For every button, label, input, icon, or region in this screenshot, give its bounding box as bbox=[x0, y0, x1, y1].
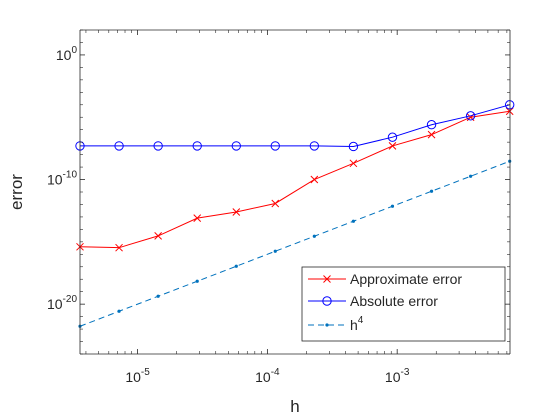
legend-label-h4-base: h bbox=[350, 317, 358, 333]
data-point-h4 bbox=[273, 249, 277, 253]
series-layer bbox=[75, 100, 515, 328]
legend-entry-h4: h4 bbox=[308, 315, 364, 333]
x-tick-label-exponent: -4 bbox=[271, 367, 280, 378]
data-point-approximate-error bbox=[388, 142, 397, 150]
data-point-approximate-error bbox=[115, 243, 123, 252]
x-tick-label: 10-4 bbox=[255, 367, 280, 385]
x-tick-label-base: 10 bbox=[125, 369, 141, 385]
series-approximate-error bbox=[76, 107, 514, 252]
data-point-absolute-error bbox=[114, 141, 124, 151]
legend-marker-h4 bbox=[325, 323, 329, 327]
x-tick-label: 10-5 bbox=[125, 367, 150, 385]
series-line-h4 bbox=[79, 160, 510, 327]
data-point-absolute-error bbox=[309, 141, 320, 151]
x-tick-label-exponent: -3 bbox=[401, 367, 410, 378]
data-point-approximate-error bbox=[271, 199, 280, 208]
data-point-h4 bbox=[351, 219, 356, 223]
data-point-approximate-error bbox=[310, 175, 319, 184]
y-axis-label: error bbox=[7, 174, 26, 210]
data-point-approximate-error bbox=[349, 159, 358, 168]
data-point-approximate-error bbox=[232, 208, 241, 216]
data-point-absolute-error bbox=[426, 120, 437, 130]
data-point-absolute-error bbox=[153, 141, 163, 151]
y-tick-label-base: 10 bbox=[56, 47, 72, 63]
x-tick-label-exponent: -5 bbox=[141, 367, 150, 378]
x-tick-label-base: 10 bbox=[255, 369, 271, 385]
data-point-absolute-error bbox=[387, 132, 398, 142]
legend-label-h4-exponent: 4 bbox=[358, 315, 364, 326]
data-point-absolute-error bbox=[270, 141, 280, 151]
legend-label-absolute-error: Absolute error bbox=[350, 293, 438, 309]
legend-label-h4: h4 bbox=[350, 315, 364, 333]
data-point-h4 bbox=[312, 234, 316, 238]
x-axis-label: h bbox=[290, 397, 299, 416]
y-tick-label-base: 10 bbox=[47, 172, 63, 188]
legend-label-approximate-error: Approximate error bbox=[350, 271, 462, 287]
data-point-absolute-error bbox=[231, 141, 241, 151]
data-point-absolute-error bbox=[348, 141, 359, 152]
data-point-h4 bbox=[117, 309, 121, 313]
axes-layer bbox=[79, 29, 511, 355]
y-tick-label: 100 bbox=[56, 45, 78, 63]
legend-marker-absolute-error bbox=[322, 296, 332, 306]
data-point-approximate-error bbox=[193, 214, 202, 222]
data-point-h4 bbox=[156, 294, 160, 298]
data-point-absolute-error bbox=[192, 141, 202, 151]
y-tick-label-exponent: -20 bbox=[63, 294, 78, 305]
y-tick-label-base: 10 bbox=[47, 296, 63, 312]
data-point-absolute-error bbox=[465, 111, 476, 121]
y-tick-label: 10-20 bbox=[47, 294, 77, 312]
data-point-h4 bbox=[429, 189, 434, 193]
legend: Approximate error Absolute error h4 bbox=[301, 266, 506, 342]
series-line-absolute-error bbox=[80, 104, 510, 147]
data-point-h4 bbox=[390, 204, 395, 208]
legend-marker-approximate-error bbox=[323, 275, 331, 283]
y-tick-label-exponent: -10 bbox=[63, 170, 78, 181]
y-tick-label: 10-10 bbox=[47, 170, 77, 188]
data-point-h4 bbox=[195, 279, 199, 283]
data-point-h4 bbox=[469, 174, 473, 178]
data-point-approximate-error bbox=[154, 232, 162, 240]
series-line-approximate-error bbox=[79, 110, 510, 249]
x-tick-label: 10-3 bbox=[385, 367, 410, 385]
y-tick-label-exponent: 0 bbox=[71, 45, 77, 56]
legend-entry-absolute-error: Absolute error bbox=[308, 293, 438, 309]
legend-entry-approximate-error: Approximate error bbox=[308, 271, 462, 287]
data-point-h4 bbox=[234, 264, 238, 268]
data-point-approximate-error bbox=[427, 130, 436, 139]
x-tick-label-base: 10 bbox=[385, 369, 401, 385]
